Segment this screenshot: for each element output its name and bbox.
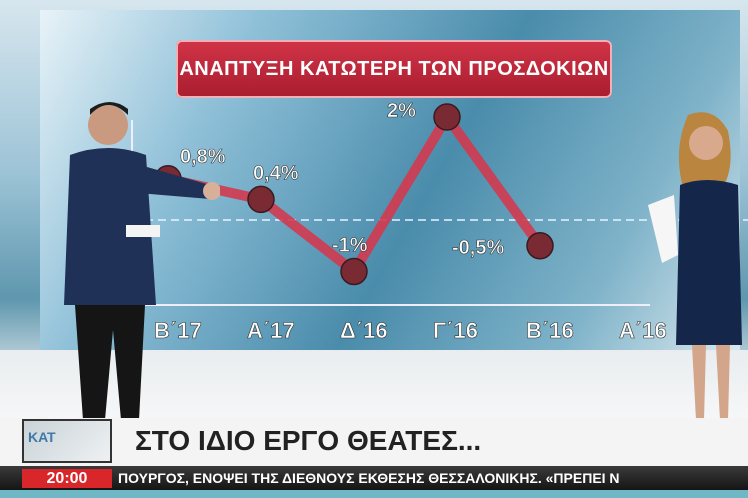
ticker-text: ΠΟΥΡΓΟΣ, ΕΝΟΨΕΙ ΤΗΣ ΔΙΕΘΝΟΥΣ ΕΚΘΕΣΗΣ ΘΕΣ… bbox=[118, 470, 620, 486]
data-label: -1% bbox=[332, 235, 368, 257]
lower-third bbox=[0, 418, 748, 466]
x-tick-label: Α΄16 bbox=[619, 318, 667, 343]
x-tick-label: Γ΄16 bbox=[433, 318, 478, 343]
news-ticker bbox=[0, 466, 748, 490]
presenter-female bbox=[648, 112, 742, 420]
data-point bbox=[340, 257, 368, 286]
bottom-strip bbox=[0, 490, 748, 498]
data-point bbox=[247, 185, 275, 214]
chart-title: ΑΝΑΠΤΥΞΗ ΚΑΤΩΤΕΡΗ ΤΩΝ ΠΡΟΣΔΟΚΙΩΝ bbox=[176, 40, 612, 98]
channel-logo: ΚΑΤ bbox=[22, 419, 112, 463]
headline: ΣΤΟ ΙΔΙΟ ΕΡΓΟ ΘΕΑΤΕΣ... bbox=[135, 425, 482, 456]
data-label: 2% bbox=[387, 100, 416, 122]
channel-logo-text: ΚΑΤ bbox=[28, 429, 56, 445]
x-tick-label: Β΄16 bbox=[526, 318, 574, 343]
data-label: -0,5% bbox=[452, 237, 504, 259]
data-label: 0,4% bbox=[253, 162, 299, 184]
clock: 20:00 bbox=[22, 469, 112, 488]
x-tick-label: Δ΄16 bbox=[340, 318, 388, 343]
x-tick-label: Β΄17 bbox=[154, 318, 202, 343]
data-point bbox=[433, 103, 461, 131]
x-tick-label: Α΄17 bbox=[247, 318, 295, 343]
presenter-male bbox=[64, 102, 220, 420]
data-label: 0,8% bbox=[180, 146, 226, 168]
data-point bbox=[526, 232, 554, 260]
